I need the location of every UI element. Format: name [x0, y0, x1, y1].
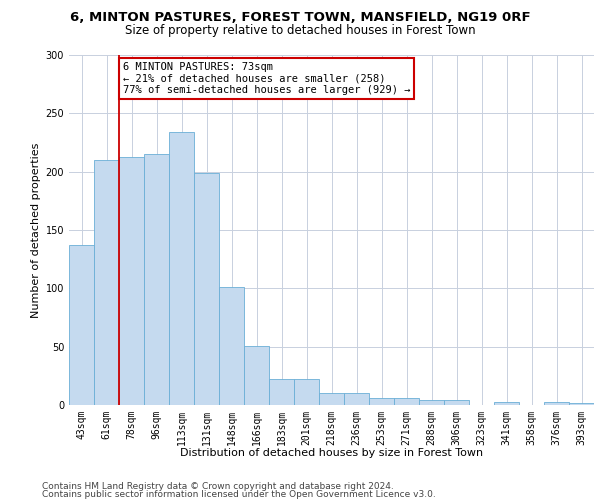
Bar	[169, 132, 194, 405]
Bar	[344, 394, 369, 405]
Bar	[294, 380, 319, 405]
Bar	[194, 173, 219, 405]
Bar	[444, 400, 469, 405]
Bar	[369, 398, 394, 405]
Text: Contains HM Land Registry data © Crown copyright and database right 2024.: Contains HM Land Registry data © Crown c…	[42, 482, 394, 491]
Bar	[319, 394, 344, 405]
Bar	[544, 402, 569, 405]
Text: Size of property relative to detached houses in Forest Town: Size of property relative to detached ho…	[125, 24, 475, 37]
Text: 6 MINTON PASTURES: 73sqm
← 21% of detached houses are smaller (258)
77% of semi-: 6 MINTON PASTURES: 73sqm ← 21% of detach…	[123, 62, 410, 95]
Bar	[394, 398, 419, 405]
Text: 6, MINTON PASTURES, FOREST TOWN, MANSFIELD, NG19 0RF: 6, MINTON PASTURES, FOREST TOWN, MANSFIE…	[70, 11, 530, 24]
Bar	[244, 346, 269, 405]
Bar	[144, 154, 169, 405]
Bar	[219, 287, 244, 405]
Bar	[94, 160, 119, 405]
Bar	[69, 245, 94, 405]
Bar	[269, 380, 294, 405]
Text: Contains public sector information licensed under the Open Government Licence v3: Contains public sector information licen…	[42, 490, 436, 499]
Bar	[569, 402, 594, 405]
X-axis label: Distribution of detached houses by size in Forest Town: Distribution of detached houses by size …	[180, 448, 483, 458]
Y-axis label: Number of detached properties: Number of detached properties	[31, 142, 41, 318]
Bar	[419, 400, 444, 405]
Bar	[494, 402, 519, 405]
Bar	[119, 156, 144, 405]
